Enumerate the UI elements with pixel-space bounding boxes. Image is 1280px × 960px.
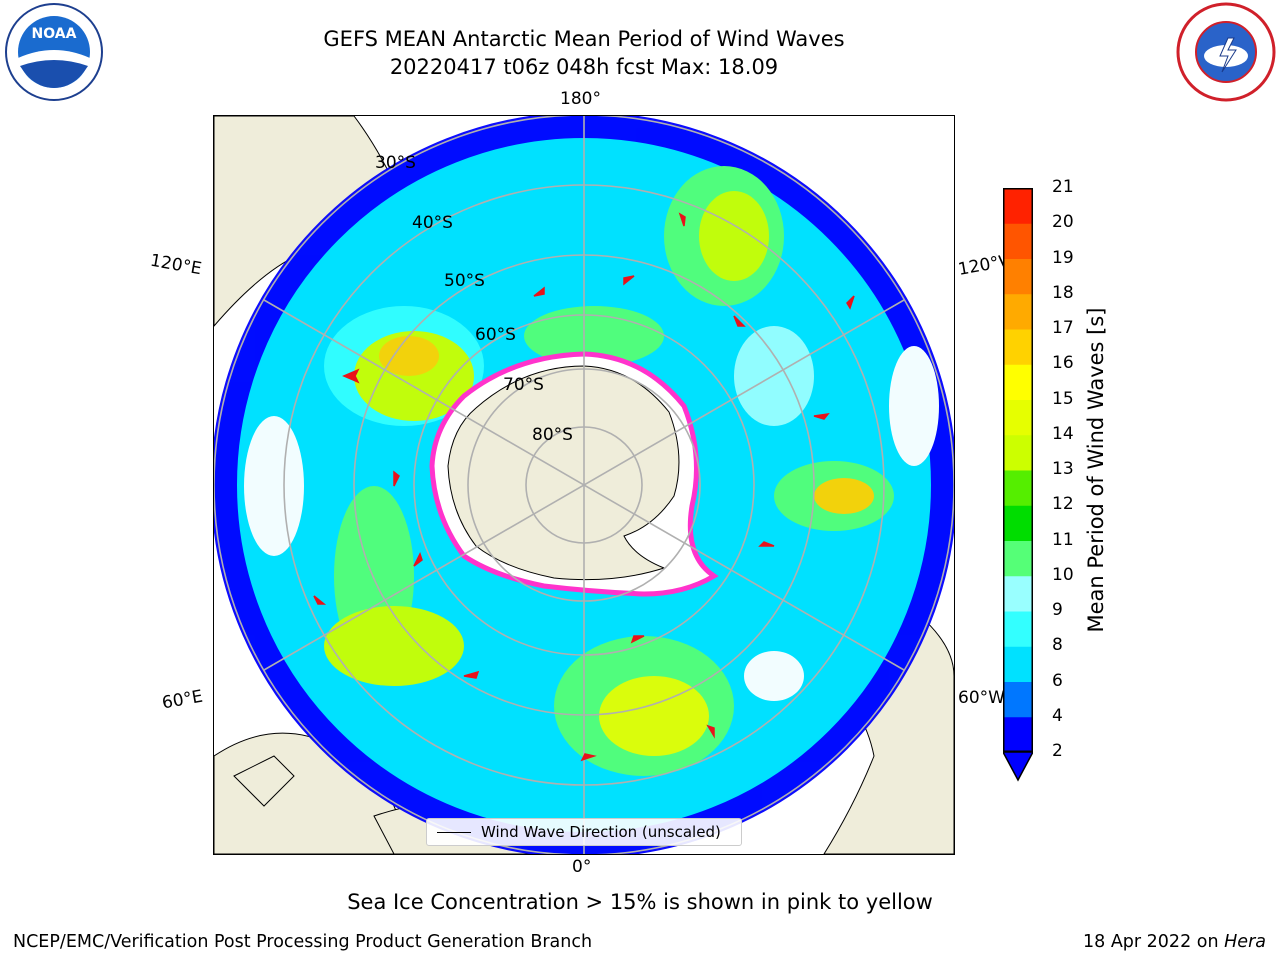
colorbar-tick-label: 18: [1052, 282, 1074, 303]
colorbar-tick-label: 21: [1052, 177, 1074, 197]
sea-ice-note: Sea Ice Concentration > 15% is shown in …: [347, 890, 933, 914]
colorbar-tick-label: 11: [1052, 529, 1074, 550]
lon-label-bottom: 0°: [572, 857, 592, 877]
legend-label: Wind Wave Direction (unscaled): [481, 823, 721, 841]
lat-label-40s: 40°S: [412, 213, 453, 233]
colorbar-tick-label: 6: [1052, 670, 1063, 691]
chart-title: GEFS MEAN Antarctic Mean Period of Wind …: [323, 27, 845, 51]
colorbar-tick-label: 16: [1052, 353, 1074, 374]
nws-logo: [1176, 2, 1276, 102]
colorbar-segment: [1003, 575, 1033, 612]
wind-wave-arrows: [313, 212, 855, 762]
colorbar-segment: [1003, 470, 1033, 506]
colorbar-tick-label: 12: [1052, 494, 1074, 515]
colorbar-tick-label: 13: [1052, 459, 1074, 479]
colorbar-segment: [1003, 399, 1033, 436]
colorbar-segment: [1003, 611, 1033, 647]
lat-label-70s: 70°S: [503, 375, 544, 395]
colorbar-tick-label: 14: [1052, 423, 1074, 444]
colorbar-tick-label: 9: [1052, 600, 1063, 620]
legend-line-icon: [437, 831, 471, 833]
colorbar-segment: [1003, 188, 1033, 224]
colorbar-segment: [1003, 364, 1033, 400]
polar-map: [213, 115, 955, 855]
lon-label-lower-right: 60°W: [958, 688, 1005, 708]
lon-label-top: 180°: [560, 89, 601, 109]
colorbar-segment: [1003, 434, 1033, 471]
run-machine: Hera: [1224, 932, 1266, 952]
chart-subtitle: 20220417 t06z 048h fcst Max: 18.09: [389, 55, 779, 79]
credit-line: NCEP/EMC/Verification Post Processing Pr…: [13, 932, 593, 952]
lat-label-60s: 60°S: [475, 325, 516, 345]
colorbar-tick-label: 4: [1052, 705, 1063, 726]
colorbar: [1003, 188, 1033, 752]
colorbar-segment: [1003, 293, 1033, 330]
land-madagascar: [233, 755, 295, 807]
colorbar-tick-label: 19: [1052, 247, 1074, 268]
colorbar-tick-label: 15: [1052, 388, 1074, 409]
colorbar-extend-arrow-icon: [1003, 752, 1033, 782]
colorbar-segment: [1003, 505, 1033, 541]
noaa-logo: NOAA: [5, 3, 103, 101]
colorbar-segment: [1003, 258, 1033, 295]
colorbar-segment: [1003, 540, 1033, 577]
lon-label-lower-left: 60°E: [160, 686, 205, 714]
colorbar-tick-label: 17: [1052, 318, 1074, 338]
colorbar-segment: [1003, 681, 1033, 718]
map-canvas: [214, 116, 954, 854]
graticule: [214, 116, 954, 854]
lat-label-50s: 50°S: [444, 271, 485, 291]
lon-label-upper-left: 120°E: [148, 250, 204, 280]
colorbar-tick-label: 10: [1052, 564, 1074, 585]
lat-label-80s: 80°S: [532, 425, 573, 445]
colorbar-tick-label: 8: [1052, 635, 1063, 656]
colorbar-tick-label: 20: [1052, 212, 1074, 233]
colorbar-segment: [1003, 646, 1033, 682]
colorbar-label: Mean Period of Wind Waves [s]: [1084, 307, 1108, 633]
colorbar-segment: [1003, 329, 1033, 365]
colorbar-segment: [1003, 716, 1033, 752]
map-legend: Wind Wave Direction (unscaled): [426, 818, 742, 846]
colorbar-segment: [1003, 223, 1033, 259]
run-date: 18 Apr 2022 on Hera: [1083, 932, 1266, 952]
svg-text:NOAA: NOAA: [32, 26, 77, 42]
run-date-text: 18 Apr 2022 on: [1083, 932, 1225, 952]
colorbar-tick-label: 2: [1052, 741, 1063, 761]
lat-label-30s: 30°S: [375, 153, 416, 173]
